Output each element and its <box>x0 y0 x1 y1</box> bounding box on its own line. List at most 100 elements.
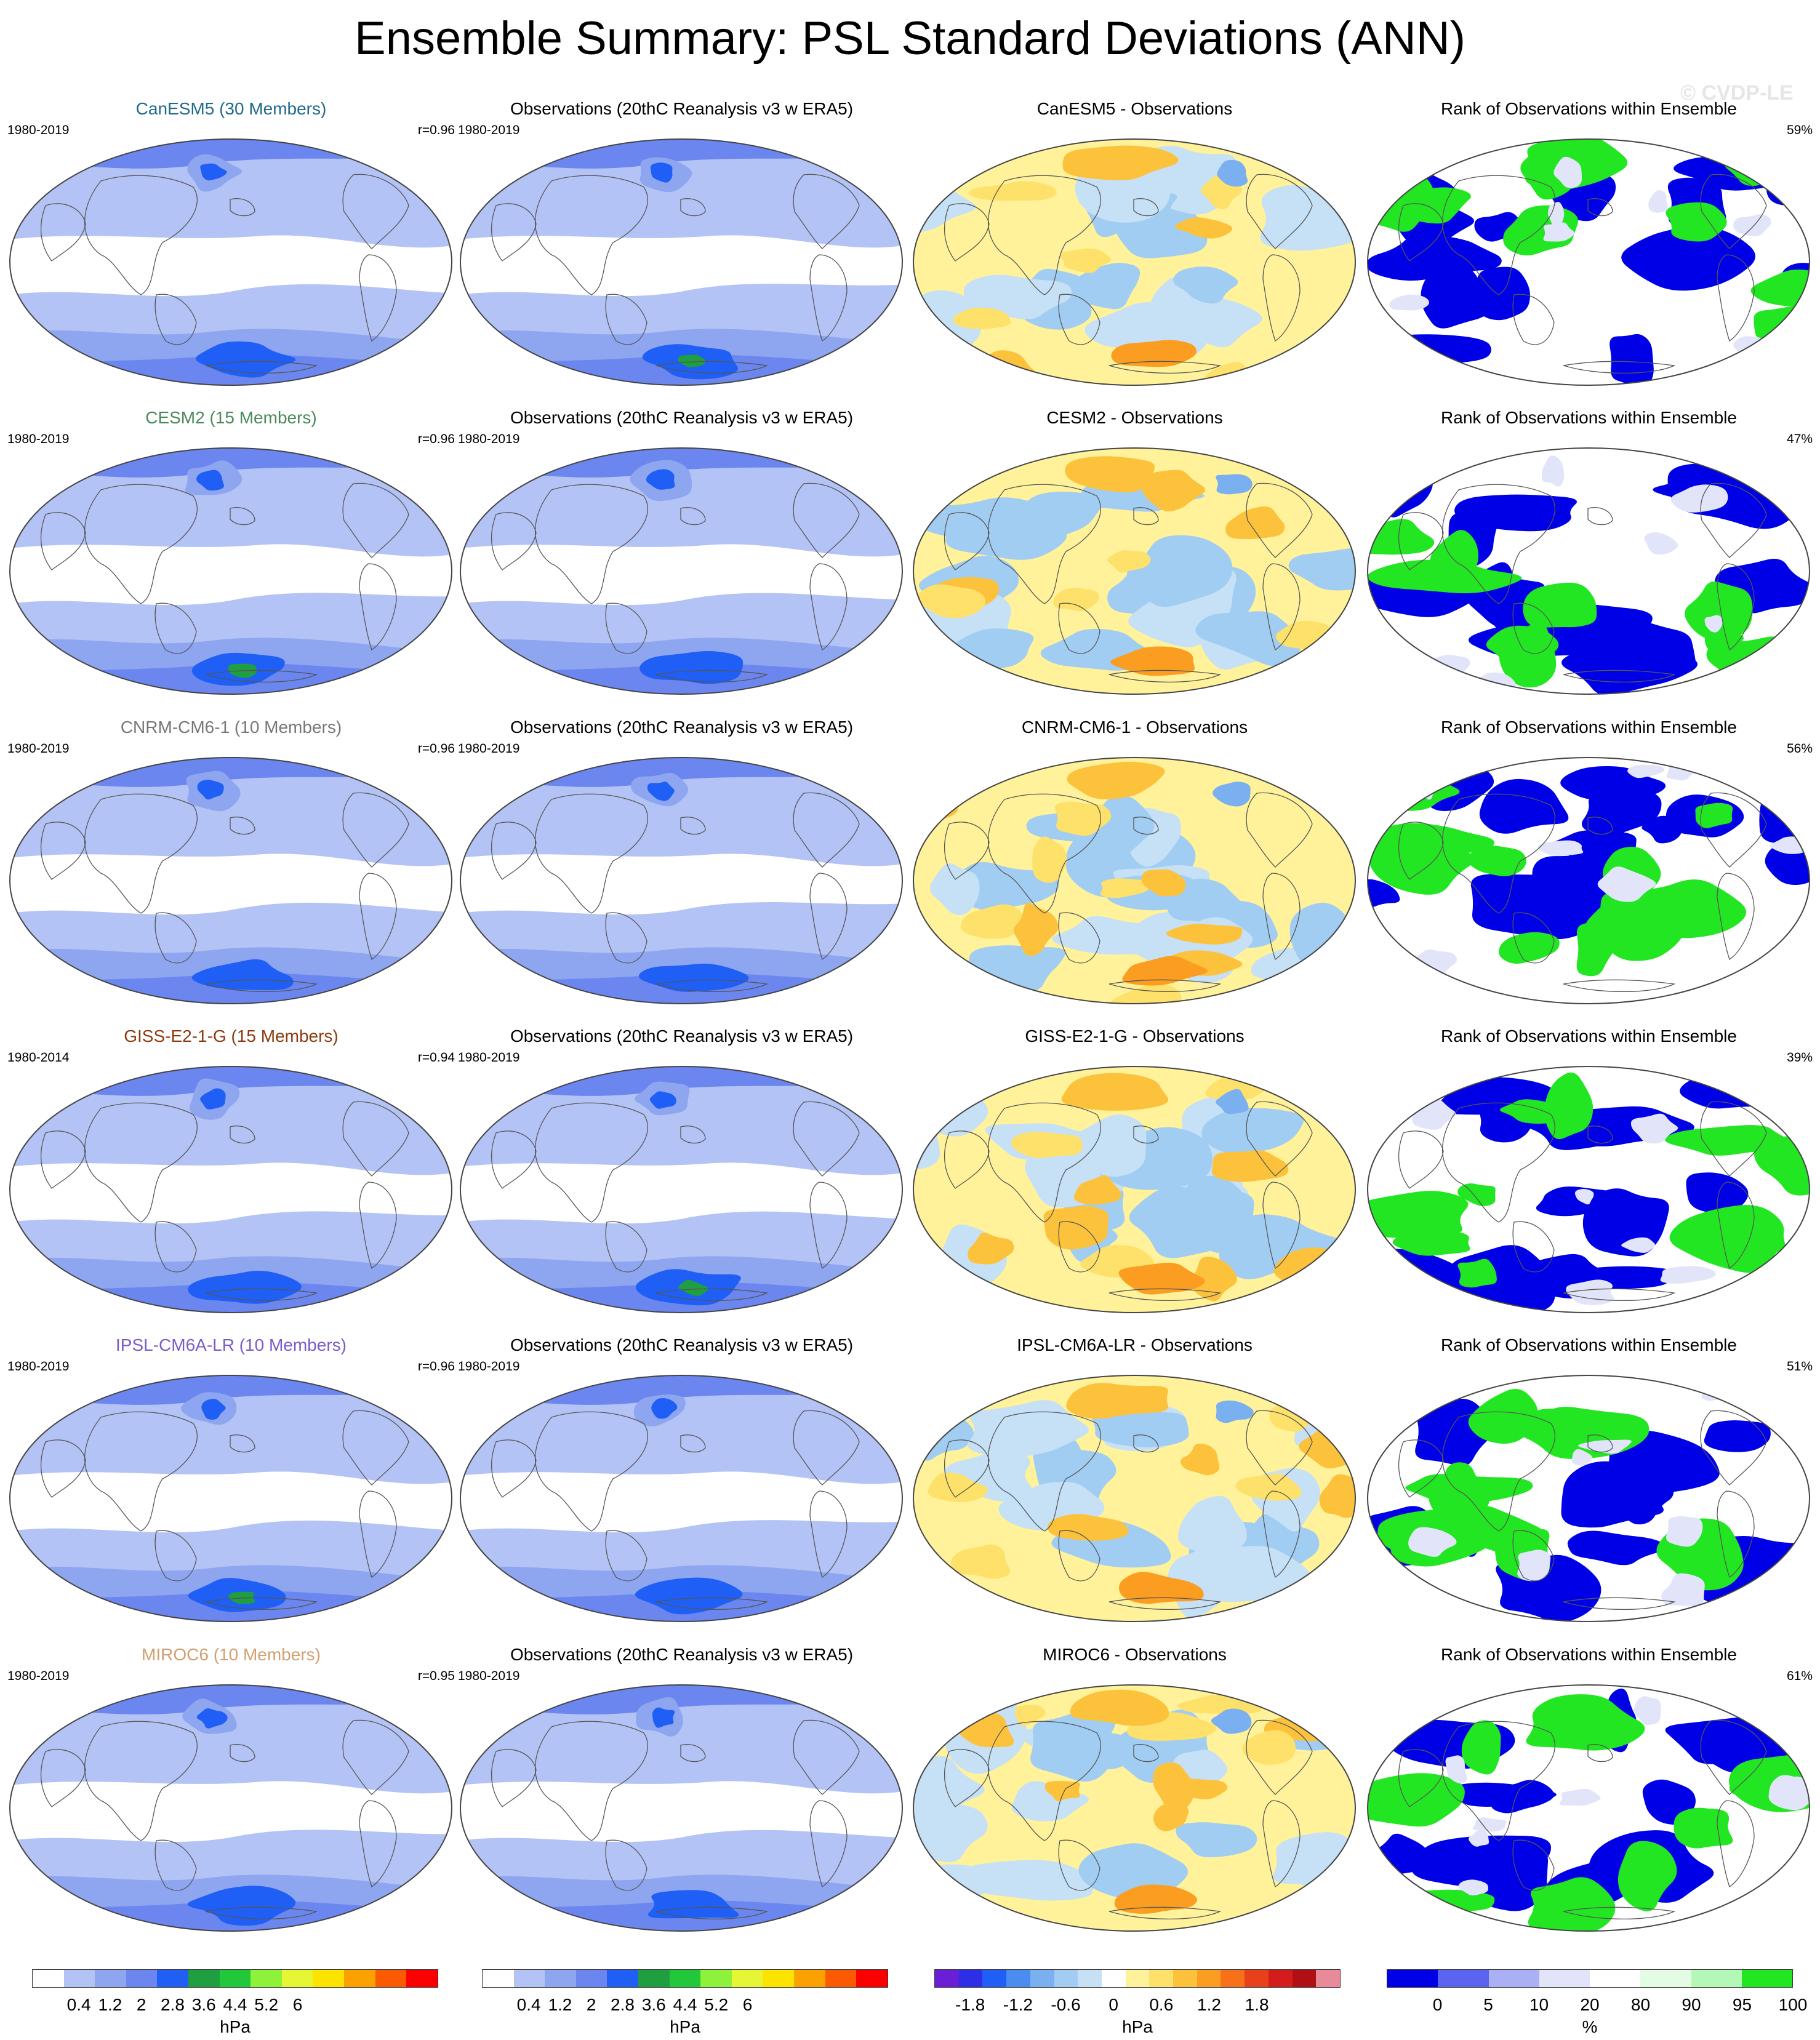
stddev-map <box>460 1684 903 1932</box>
rank-map <box>1367 1684 1810 1932</box>
colorbar-swatch <box>63 1970 95 1987</box>
panel-diff-3: GISS-E2-1-G - Observations <box>908 1026 1361 1321</box>
model-panel-title: CESM2 (15 Members) <box>145 408 317 427</box>
colorbar-tick-label: 10 <box>1529 1995 1549 2014</box>
stddev-map <box>460 757 903 1004</box>
stddev-colorbar-model: 0.4 1.2 2 2.8 3.6 4.4 5.2 6 hPa <box>32 1969 438 2037</box>
stddev-map <box>460 1375 903 1622</box>
rank-map <box>1367 1066 1810 1313</box>
colorbar-swatch <box>1101 1970 1126 1987</box>
colorbar-swatch <box>669 1970 701 1987</box>
colorbar-swatch <box>638 1970 670 1987</box>
years-label: 1980-2019 <box>7 1669 70 1683</box>
colorbar-swatch <box>1268 1970 1293 1987</box>
panel-rank-2: Rank of Observations within Ensemble 56% <box>1363 717 1815 1012</box>
panel-diff-2: CNRM-CM6-1 - Observations <box>908 717 1361 1012</box>
rank-map <box>1367 757 1810 1004</box>
colorbar-swatch <box>1054 1970 1078 1987</box>
model-panel-title: IPSL-CM6A-LR (10 Members) <box>116 1335 347 1354</box>
pattern-correlation-label: r=0.95 <box>417 1669 455 1683</box>
colorbar-tick-label: 2.8 <box>160 1995 185 2014</box>
rank-panel-title: Rank of Observations within Ensemble <box>1441 718 1737 737</box>
years-label: 1980-2019 <box>458 1669 520 1683</box>
rank-map <box>1367 1375 1810 1622</box>
colorbar-swatch <box>1316 1970 1340 1987</box>
colorbar-tick-label: 0.6 <box>1149 1995 1174 2014</box>
colorbar-tick-label: 2 <box>586 1995 596 2014</box>
stddev-map <box>460 1066 903 1313</box>
colorbar-swatch <box>825 1970 857 1987</box>
rank-panel-title: Rank of Observations within Ensemble <box>1441 99 1737 118</box>
colorbar-swatch <box>188 1970 220 1987</box>
diff-map <box>913 1375 1356 1622</box>
colorbar-swatches <box>32 1969 438 1988</box>
figure-title: Ensemble Summary: PSL Standard Deviation… <box>355 12 1465 65</box>
colorbar-tick-label: 0.4 <box>516 1995 541 2014</box>
colorbar-swatch <box>1078 1970 1102 1987</box>
colorbar-swatch <box>251 1970 282 1987</box>
colorbar-swatch <box>1030 1970 1054 1987</box>
colorbar-tick-label: 5.2 <box>704 1995 729 2014</box>
pattern-correlation-label: r=0.96 <box>417 123 455 137</box>
years-label: 1980-2019 <box>7 432 70 446</box>
panel-model-0: CanESM5 (30 Members) 1980-2019 r=0.96 <box>5 98 457 394</box>
colorbar-swatch <box>313 1970 345 1987</box>
panel-obs-3: Observations (20thC Reanalysis v3 w ERA5… <box>455 1026 908 1321</box>
rank-percent-label: 56% <box>1786 742 1813 756</box>
diff-panel-title: CESM2 - Observations <box>1046 408 1223 427</box>
model-panel-title: GISS-E2-1-G (15 Members) <box>124 1026 339 1046</box>
years-label: 1980-2019 <box>7 123 70 137</box>
panel-rank-1: Rank of Observations within Ensemble 47% <box>1363 407 1815 703</box>
colorbar-swatch <box>513 1970 545 1987</box>
panel-diff-0: CanESM5 - Observations <box>908 98 1361 394</box>
colorbar-tick-label: 2.8 <box>610 1995 635 2014</box>
colorbar-swatch <box>344 1970 375 1987</box>
panel-diff-5: MIROC6 - Observations <box>908 1644 1361 1940</box>
panel-model-1: CESM2 (15 Members) 1980-2019 r=0.96 <box>5 407 457 703</box>
colorbar-swatch <box>1149 1970 1174 1987</box>
colorbar-swatch <box>575 1970 607 1987</box>
colorbar-swatch <box>1197 1970 1221 1987</box>
stddev-map <box>9 138 452 386</box>
rank-colorbar: 0 5 10 20 80 90 95 100% <box>1387 1969 1807 2037</box>
years-label: 1980-2014 <box>7 1050 70 1065</box>
colorbar-tick-label: 3.6 <box>641 1995 666 2014</box>
colorbar-swatch <box>375 1970 407 1987</box>
colorbar-swatch <box>731 1970 763 1987</box>
years-label: 1980-2019 <box>458 123 520 137</box>
colorbar-swatch <box>406 1970 438 1987</box>
panel-rank-3: Rank of Observations within Ensemble 39% <box>1363 1026 1815 1321</box>
colorbar-swatch <box>607 1970 639 1987</box>
years-label: 1980-2019 <box>458 742 520 756</box>
years-label: 1980-2019 <box>458 432 520 446</box>
diff-map <box>913 1066 1356 1313</box>
panel-diff-4: IPSL-CM6A-LR - Observations <box>908 1335 1361 1630</box>
colorbar-tick-label: 1.2 <box>548 1995 572 2014</box>
colorbar-units-label: hPa <box>1122 2017 1153 2036</box>
pattern-correlation-label: r=0.94 <box>417 1050 455 1065</box>
rank-map <box>1367 138 1810 386</box>
colorbar-swatch <box>281 1970 313 1987</box>
colorbar-tick-label: 2 <box>136 1995 146 2014</box>
colorbar-swatch <box>1741 1970 1792 1987</box>
colorbar-tick-label: 1.8 <box>1245 1995 1269 2014</box>
colorbar-swatch <box>1590 1970 1641 1987</box>
rank-percent-label: 39% <box>1786 1050 1813 1065</box>
colorbar-swatch <box>763 1970 795 1987</box>
colorbar-tick-label: 1.2 <box>1197 1995 1221 2014</box>
watermark: © CVDP-LE <box>1680 81 1794 105</box>
colorbar-swatch <box>1125 1970 1150 1987</box>
colorbar-swatch <box>1488 1970 1539 1987</box>
pattern-correlation-label: r=0.96 <box>417 432 455 446</box>
colorbar-swatch <box>700 1970 732 1987</box>
panel-diff-1: CESM2 - Observations <box>908 407 1361 703</box>
colorbar-swatches <box>934 1969 1341 1988</box>
colorbar-tick-label: 0 <box>1108 1995 1118 2014</box>
obs-panel-title: Observations (20thC Reanalysis v3 w ERA5… <box>510 718 854 737</box>
stddev-map <box>9 1375 452 1622</box>
colorbar-tick-label: 4.4 <box>673 1995 697 2014</box>
colorbar-swatch <box>1387 1970 1438 1987</box>
colorbar-tick-label: 95 <box>1732 1995 1752 2014</box>
stddev-map <box>9 447 452 695</box>
panel-obs-2: Observations (20thC Reanalysis v3 w ERA5… <box>455 717 908 1012</box>
